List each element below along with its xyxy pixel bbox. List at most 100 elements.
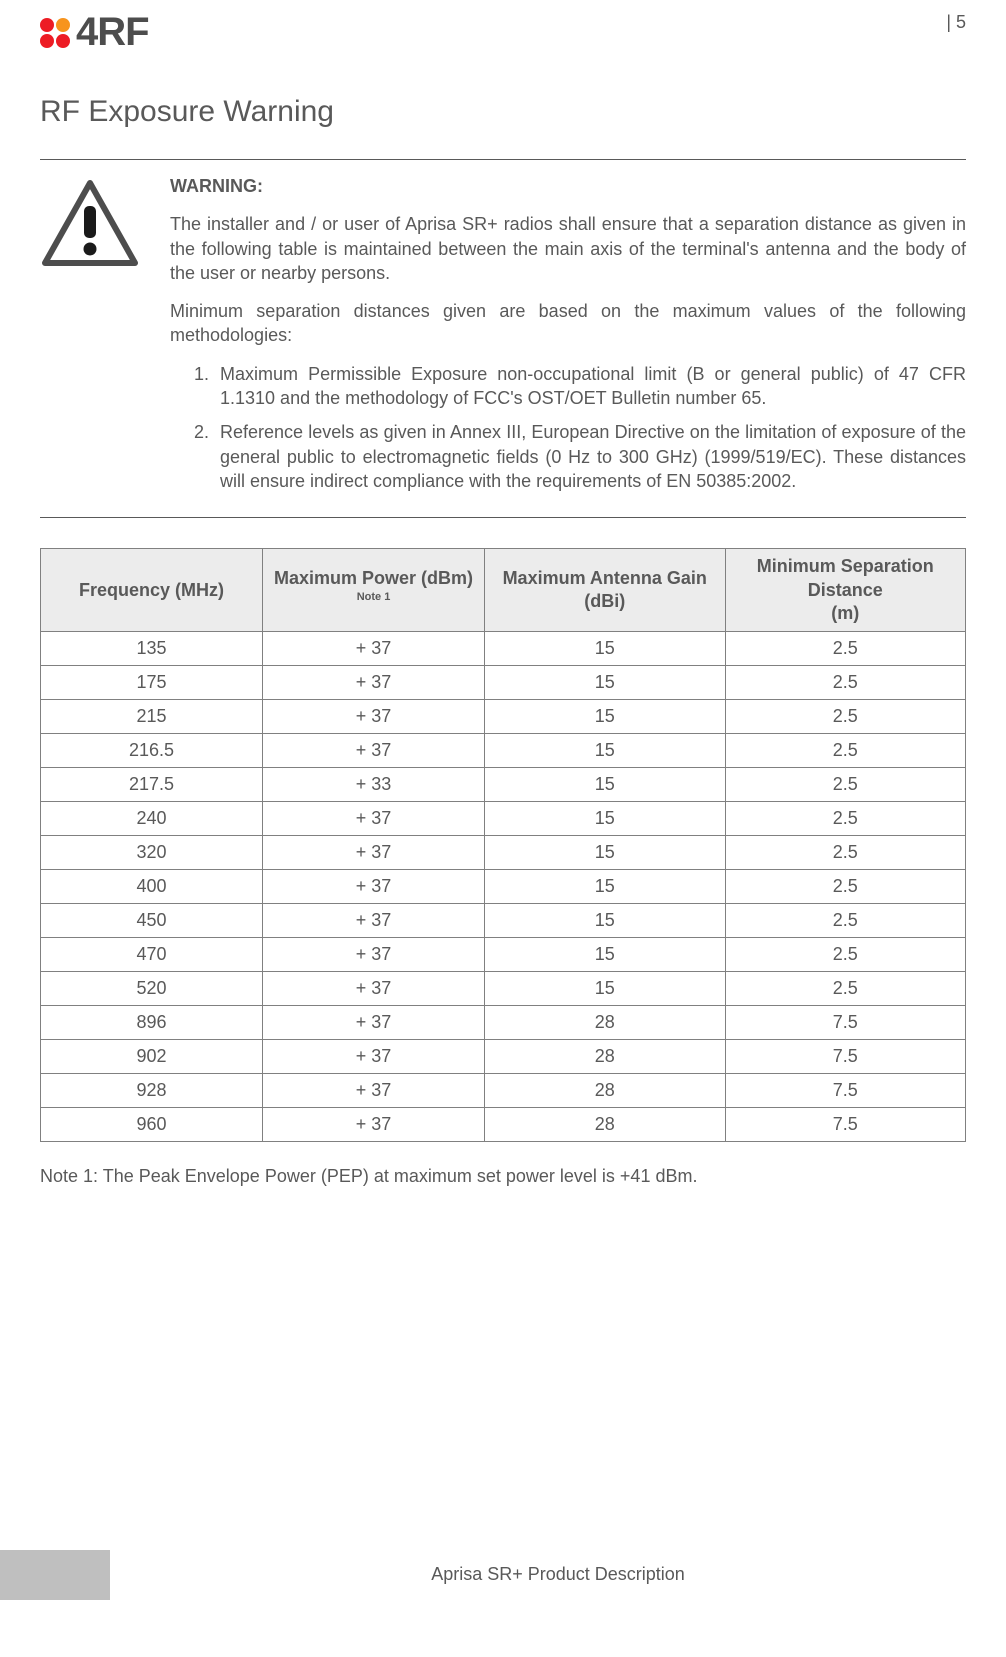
logo: 4RF	[40, 10, 149, 55]
warning-icon	[40, 174, 150, 503]
table-cell: + 37	[263, 700, 485, 734]
table-cell: 470	[41, 938, 263, 972]
table-cell: 2.5	[725, 802, 966, 836]
table-head: Frequency (MHz) Maximum Power (dBm) Note…	[41, 549, 966, 632]
th-separation: Minimum Separation Distance(m)	[725, 549, 966, 632]
table-row: 928+ 37287.5	[41, 1074, 966, 1108]
page-number: | 5	[946, 10, 966, 33]
table-cell: 15	[485, 938, 726, 972]
table-cell: 7.5	[725, 1108, 966, 1142]
table-row: 470+ 37152.5	[41, 938, 966, 972]
table-cell: + 37	[263, 802, 485, 836]
table-cell: 896	[41, 1006, 263, 1040]
section-title: RF Exposure Warning	[40, 95, 966, 129]
table-cell: 7.5	[725, 1074, 966, 1108]
logo-dot	[56, 34, 70, 48]
logo-text: 4RF	[76, 10, 149, 55]
table-cell: 902	[41, 1040, 263, 1074]
table-cell: 28	[485, 1108, 726, 1142]
table-row: 902+ 37287.5	[41, 1040, 966, 1074]
table-cell: 216.5	[41, 734, 263, 768]
footer-accent-bar	[0, 1550, 110, 1600]
table-cell: 15	[485, 802, 726, 836]
table-cell: 217.5	[41, 768, 263, 802]
table-cell: 400	[41, 870, 263, 904]
table-cell: 928	[41, 1074, 263, 1108]
table-cell: + 37	[263, 972, 485, 1006]
table-cell: 2.5	[725, 734, 966, 768]
table-cell: 7.5	[725, 1006, 966, 1040]
table-row: 450+ 37152.5	[41, 904, 966, 938]
table-cell: + 33	[263, 768, 485, 802]
table-row: 320+ 37152.5	[41, 836, 966, 870]
table-cell: 15	[485, 870, 726, 904]
table-body: 135+ 37152.5175+ 37152.5215+ 37152.5216.…	[41, 632, 966, 1142]
warning-method-item: Reference levels as given in Annex III, …	[214, 420, 966, 493]
table-cell: 28	[485, 1006, 726, 1040]
table-cell: + 37	[263, 1040, 485, 1074]
table-cell: 135	[41, 632, 263, 666]
logo-dot	[40, 18, 54, 32]
table-cell: 7.5	[725, 1040, 966, 1074]
logo-dot	[56, 18, 70, 32]
table-cell: + 37	[263, 1006, 485, 1040]
table-cell: + 37	[263, 632, 485, 666]
warning-body: WARNING: The installer and / or user of …	[170, 174, 966, 503]
logo-dot	[40, 34, 54, 48]
table-cell: 15	[485, 836, 726, 870]
table-cell: 2.5	[725, 836, 966, 870]
table-cell: 28	[485, 1040, 726, 1074]
warning-method-item: Maximum Permissible Exposure non-occupat…	[214, 362, 966, 411]
table-cell: + 37	[263, 1108, 485, 1142]
page-header: 4RF | 5	[40, 10, 966, 55]
page: 4RF | 5 RF Exposure Warning WARNING: The…	[0, 0, 1006, 1600]
table-cell: + 37	[263, 904, 485, 938]
th-frequency: Frequency (MHz)	[41, 549, 263, 632]
table-cell: 240	[41, 802, 263, 836]
table-cell: 2.5	[725, 666, 966, 700]
table-row: 520+ 37152.5	[41, 972, 966, 1006]
table-cell: 15	[485, 768, 726, 802]
table-cell: 175	[41, 666, 263, 700]
th-gain: Maximum Antenna Gain (dBi)	[485, 549, 726, 632]
th-power: Maximum Power (dBm) Note 1	[263, 549, 485, 632]
warning-method-list: Maximum Permissible Exposure non-occupat…	[170, 362, 966, 493]
table-cell: + 37	[263, 870, 485, 904]
table-cell: + 37	[263, 836, 485, 870]
table-cell: 960	[41, 1108, 263, 1142]
table-row: 960+ 37287.5	[41, 1108, 966, 1142]
table-row: 216.5+ 37152.5	[41, 734, 966, 768]
table-cell: 28	[485, 1074, 726, 1108]
warning-text-intro: Minimum separation distances given are b…	[170, 299, 966, 348]
table-cell: + 37	[263, 1074, 485, 1108]
page-footer: Aprisa SR+ Product Description	[0, 1550, 1006, 1600]
table-row: 175+ 37152.5	[41, 666, 966, 700]
footer-title: Aprisa SR+ Product Description	[110, 1550, 1006, 1600]
frequency-table: Frequency (MHz) Maximum Power (dBm) Note…	[40, 548, 966, 1142]
table-cell: 2.5	[725, 768, 966, 802]
note-1: Note 1: The Peak Envelope Power (PEP) at…	[40, 1166, 966, 1187]
table-cell: 2.5	[725, 938, 966, 972]
logo-dots-icon	[40, 18, 70, 48]
table-row: 135+ 37152.5	[41, 632, 966, 666]
table-cell: 15	[485, 632, 726, 666]
table-cell: 15	[485, 666, 726, 700]
table-cell: 450	[41, 904, 263, 938]
table-cell: 15	[485, 734, 726, 768]
table-row: 896+ 37287.5	[41, 1006, 966, 1040]
table-cell: 2.5	[725, 870, 966, 904]
table-cell: + 37	[263, 666, 485, 700]
table-cell: 2.5	[725, 700, 966, 734]
table-cell: 15	[485, 972, 726, 1006]
table-row: 240+ 37152.5	[41, 802, 966, 836]
table-cell: + 37	[263, 734, 485, 768]
table-cell: 15	[485, 700, 726, 734]
table-row: 215+ 37152.5	[41, 700, 966, 734]
table-cell: 15	[485, 904, 726, 938]
table-cell: 520	[41, 972, 263, 1006]
table-row: 400+ 37152.5	[41, 870, 966, 904]
warning-heading: WARNING:	[170, 176, 263, 196]
table-cell: + 37	[263, 938, 485, 972]
warning-block: WARNING: The installer and / or user of …	[40, 159, 966, 518]
table-cell: 215	[41, 700, 263, 734]
